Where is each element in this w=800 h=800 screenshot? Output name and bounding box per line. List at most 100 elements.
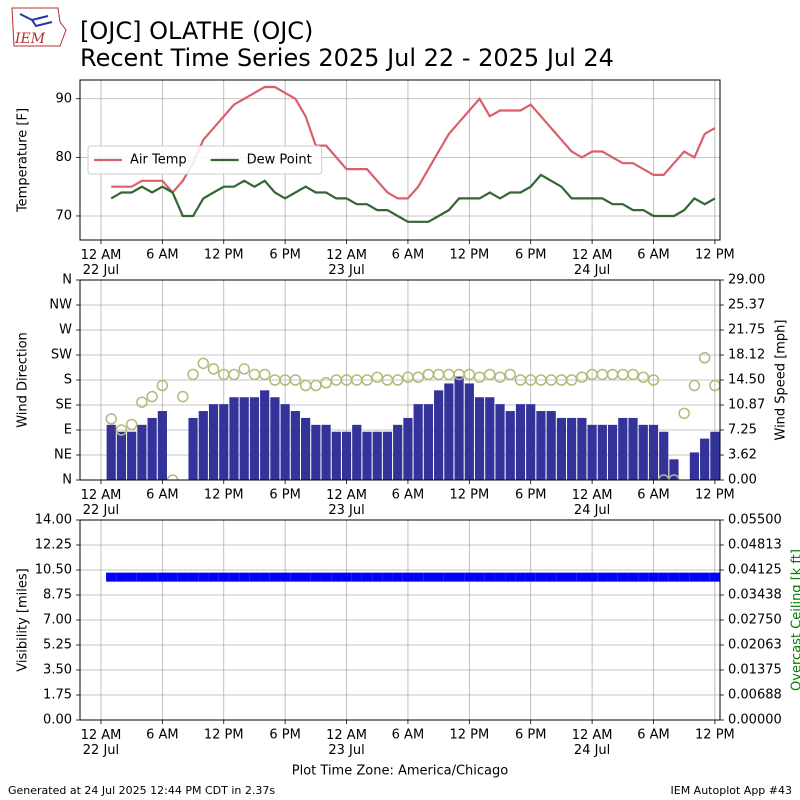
legend-label: Dew Point [247, 153, 312, 168]
point [106, 572, 117, 582]
point [207, 363, 220, 375]
x-tick-label: 12 AM 23 Jul [326, 728, 367, 758]
y2-tick-label: 14.50 [728, 373, 765, 388]
point [463, 368, 476, 381]
point [566, 572, 577, 582]
bar [546, 411, 556, 480]
y2-tick-label: 7.25 [728, 423, 757, 438]
y-tick-label: 90 [55, 91, 72, 106]
x-tick-label: 12 PM [204, 488, 244, 503]
bar [249, 397, 260, 480]
bar [208, 404, 219, 480]
x-tick-label: 6 PM [269, 728, 300, 743]
x-tick-label: 12 PM [695, 248, 735, 263]
x-tick-label: 6 AM [146, 488, 179, 503]
x-tick-label: 12 PM [449, 728, 489, 743]
x-tick-label: 6 PM [269, 488, 300, 503]
y-tick-label: S [64, 373, 72, 388]
point [361, 374, 373, 386]
point [310, 379, 322, 392]
y-tick-label: N [62, 473, 72, 488]
point [187, 368, 199, 381]
point [412, 371, 424, 383]
plot-frame [79, 519, 721, 721]
y2-tick-label: 21.75 [728, 323, 765, 338]
point [698, 352, 711, 364]
y-tick-label: 3.50 [43, 663, 72, 678]
bar [413, 404, 423, 480]
bar [352, 424, 362, 480]
point [218, 572, 229, 582]
y2-tick-label: 29.00 [728, 273, 765, 288]
point [310, 572, 321, 582]
y-tick-label: SE [56, 398, 72, 413]
legend-box [87, 145, 323, 175]
x-tick-label: 6 AM [637, 728, 670, 743]
point [136, 572, 148, 582]
bar [219, 404, 229, 480]
point [422, 368, 435, 381]
point [290, 572, 301, 582]
bar [290, 411, 300, 480]
point [105, 413, 117, 425]
bar [260, 390, 270, 480]
point [627, 572, 639, 582]
x-tick-label: 12 AM 22 Jul [81, 488, 122, 518]
logo-text: IEM [14, 31, 46, 47]
point [576, 572, 587, 582]
bar [536, 411, 546, 480]
bar [301, 417, 311, 480]
y-tick-label: 0.00 [43, 713, 72, 728]
x-tick-label: 6 PM [515, 248, 546, 263]
point [647, 374, 660, 386]
bar [362, 431, 372, 480]
point [525, 572, 536, 582]
bar [321, 424, 331, 480]
y-axis-label: Wind Direction [16, 332, 31, 428]
point [576, 371, 588, 383]
y2-tick-label: 0.00000 [728, 713, 782, 728]
bar [485, 397, 495, 480]
y2-tick-label: 18.12 [728, 348, 765, 363]
y-tick-label: 5.25 [43, 638, 72, 653]
point [627, 368, 639, 381]
point [689, 572, 700, 582]
point [668, 572, 680, 582]
footer-left: Generated at 24 Jul 2025 12:44 PM CDT in… [8, 784, 275, 797]
point [657, 474, 670, 480]
bar [628, 417, 638, 480]
y2-axis-label: Overcast Ceiling [k ft] [790, 549, 800, 691]
bar [106, 424, 116, 480]
point [637, 371, 650, 383]
point [504, 368, 516, 381]
x-tick-label: 6 PM [515, 488, 546, 503]
x-tick-label: 12 PM [695, 488, 735, 503]
point [228, 572, 240, 582]
point [494, 572, 506, 582]
point [166, 474, 179, 480]
y-tick-label: E [64, 423, 72, 438]
bar [372, 431, 382, 480]
point [197, 357, 210, 370]
x-tick-label: 6 AM [392, 248, 425, 263]
point [453, 572, 465, 582]
point [443, 368, 455, 381]
x-tick-label: 12 PM [449, 488, 489, 503]
x-tick-label: 6 AM [392, 488, 425, 503]
bar [577, 417, 587, 480]
y2-tick-label: 0.04125 [728, 563, 782, 578]
point [208, 572, 219, 582]
x-tick-label: 6 AM [392, 728, 425, 743]
x-tick-label: 12 AM 24 Jul [572, 728, 613, 758]
y-tick-label: 14.00 [35, 513, 72, 528]
x-tick-label: 6 AM [637, 248, 670, 263]
x-tick-label: 12 AM 23 Jul [326, 488, 367, 518]
chart-subtitle: Recent Time Series 2025 Jul 22 - 2025 Ju… [80, 44, 614, 72]
bar [188, 417, 198, 480]
y-tick-label: 80 [55, 150, 72, 165]
y-axis-label: Visibility [miles] [16, 568, 31, 671]
bar [597, 424, 607, 480]
x-tick-label: 12 AM 22 Jul [81, 248, 122, 278]
bar [659, 431, 669, 480]
